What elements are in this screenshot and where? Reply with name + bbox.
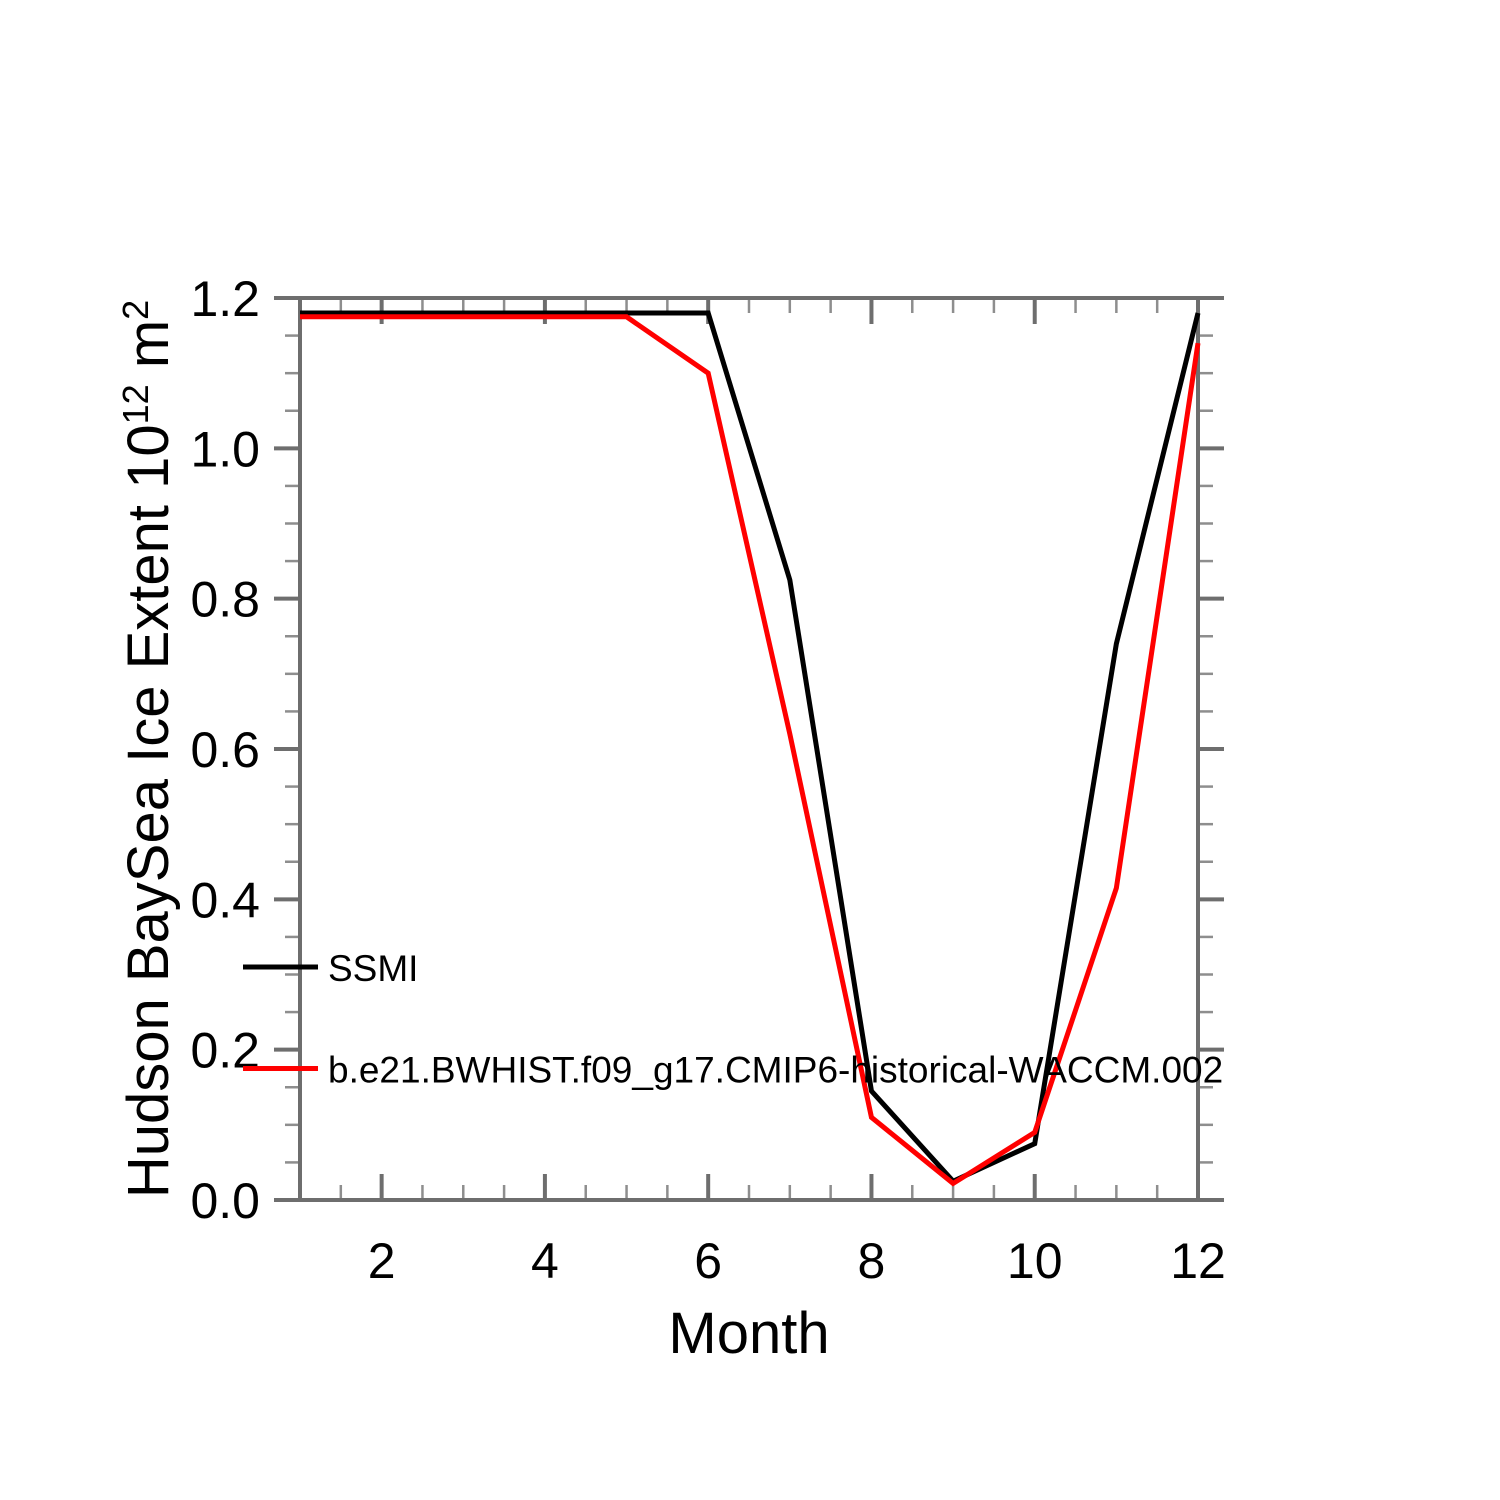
y-axis-title-unit-exponent: 2 bbox=[115, 300, 156, 320]
x-tick-label: 10 bbox=[1007, 1233, 1063, 1289]
y-axis-title-base: Hudson BaySea Ice Extent 10 bbox=[116, 424, 181, 1198]
legend-label-waccm: b.e21.BWHIST.f09_g17.CMIP6-historical-WA… bbox=[328, 1049, 1223, 1090]
y-axis-title-exponent: 12 bbox=[115, 384, 156, 424]
tick-labels: 2 4 6 8 10 120.00.20.40.60.81.01.2 bbox=[190, 271, 1225, 1289]
data-series bbox=[300, 310, 1201, 1187]
y-tick-label: 1.2 bbox=[190, 271, 260, 327]
x-tick-label: 2 bbox=[368, 1233, 396, 1289]
series-line-waccm bbox=[300, 314, 1201, 1187]
svg-text:Hudson BaySea Ice Extent 1012: Hudson BaySea Ice Extent 1012 m2 bbox=[115, 300, 181, 1198]
y-tick-label: 0.0 bbox=[190, 1173, 260, 1229]
series-line-ssmi bbox=[300, 310, 1201, 1185]
x-axis-title: Month bbox=[668, 1301, 829, 1366]
chart-legend: SSMI b.e21.BWHIST.f09_g17.CMIP6-historica… bbox=[243, 948, 1223, 1090]
y-axis-title-unit: m bbox=[116, 320, 181, 384]
x-tick-label: 6 bbox=[694, 1233, 722, 1289]
y-tick-label: 0.8 bbox=[190, 572, 260, 628]
x-tick-label: 12 bbox=[1170, 1233, 1226, 1289]
x-tick-label: 8 bbox=[858, 1233, 886, 1289]
y-tick-label: 0.6 bbox=[190, 722, 260, 778]
y-axis-title-group: Hudson BaySea Ice Extent 1012 m2 bbox=[115, 300, 181, 1198]
y-tick-label: 1.0 bbox=[190, 421, 260, 477]
y-tick-label: 0.4 bbox=[190, 872, 260, 928]
x-tick-label: 4 bbox=[531, 1233, 559, 1289]
axis-lines bbox=[298, 296, 1200, 1202]
legend-label-ssmi: SSMI bbox=[328, 948, 418, 989]
